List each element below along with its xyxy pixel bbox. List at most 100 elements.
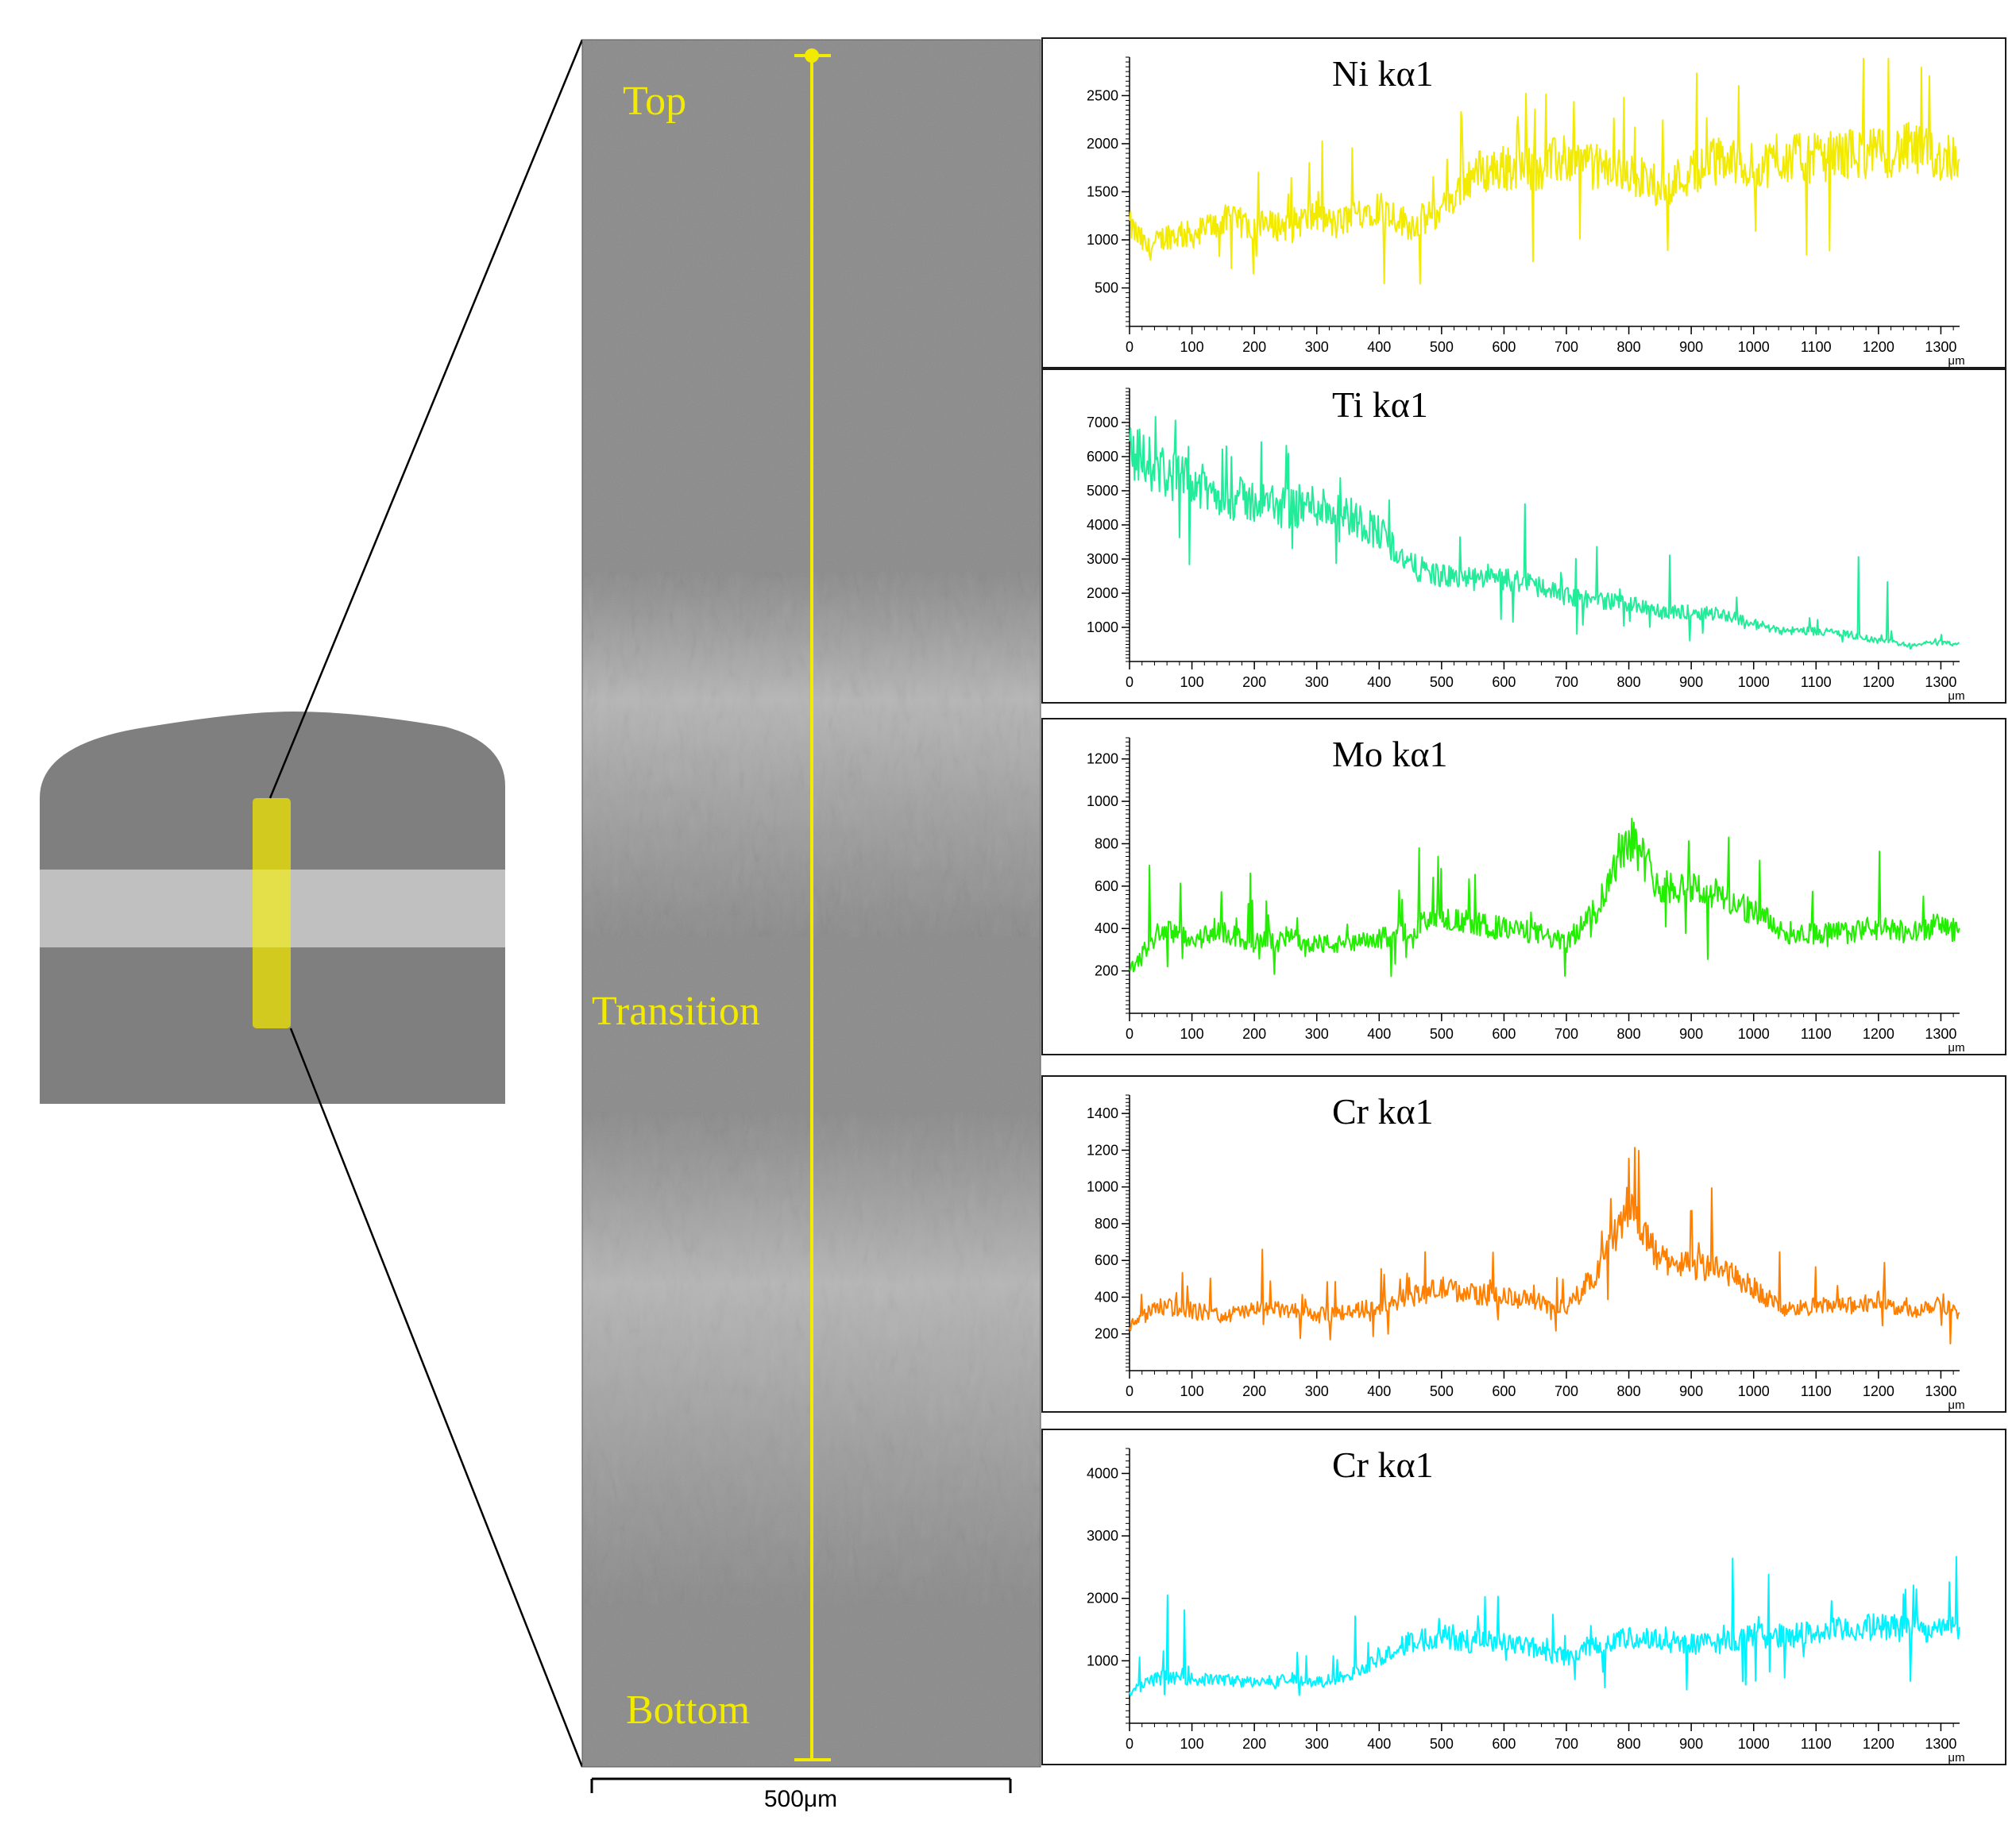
x-tick-label: 400 [1367,1026,1391,1042]
x-tick-label: 300 [1305,1026,1329,1042]
y-tick-label: 3000 [1087,1528,1118,1544]
y-tick-label: 2000 [1087,585,1118,601]
x-tick-label: 400 [1367,1383,1391,1399]
x-tick-label: 1300 [1925,674,1956,690]
x-tick-label: 1300 [1925,1026,1956,1042]
series-line [1129,817,1960,978]
series-line [1129,57,1960,285]
x-tick-label: 900 [1679,1026,1703,1042]
label-top: Top [623,79,686,124]
x-axis-unit: μm [1948,689,1964,703]
x-tick-label: 400 [1367,339,1391,355]
x-tick-label: 700 [1554,1736,1578,1752]
x-tick-label: 100 [1180,1736,1204,1752]
x-tick-label: 900 [1679,674,1703,690]
x-tick-label: 700 [1554,674,1578,690]
x-tick-label: 1200 [1863,1026,1894,1042]
chart-title: Mo kα1 [1332,734,1448,774]
x-tick-label: 1300 [1925,339,1956,355]
y-tick-label: 6000 [1087,449,1118,465]
x-tick-label: 1100 [1801,1383,1832,1399]
x-tick-label: 0 [1126,674,1134,690]
x-tick-label: 500 [1430,674,1454,690]
x-tick-label: 900 [1679,1383,1703,1399]
x-tick-label: 700 [1554,1383,1578,1399]
x-tick-label: 300 [1305,339,1329,355]
x-tick-label: 800 [1617,674,1641,690]
x-tick-label: 1100 [1801,339,1832,355]
y-tick-label: 1200 [1087,1142,1118,1158]
y-tick-label: 1200 [1087,751,1118,767]
label-transition: Transition [592,989,760,1034]
y-tick-label: 200 [1095,1326,1118,1342]
x-tick-label: 200 [1242,339,1266,355]
x-tick-label: 1200 [1863,1383,1894,1399]
y-tick-label: 2000 [1087,1591,1118,1606]
x-tick-label: 400 [1367,1736,1391,1752]
x-tick-label: 600 [1492,339,1516,355]
x-tick-label: 100 [1180,339,1204,355]
chart-title: Ni kα1 [1332,53,1434,94]
sample-region-marker-overlap [253,870,291,947]
y-tick-label: 500 [1095,280,1118,296]
chart-title: Cr kα1 [1332,1091,1434,1132]
scale-bar: 500μm [590,1777,1012,1812]
x-tick-label: 1100 [1801,1026,1832,1042]
x-tick-label: 0 [1126,1026,1134,1042]
x-tick-label: 600 [1492,1736,1516,1752]
x-tick-label: 500 [1430,1026,1454,1042]
x-tick-label: 800 [1617,1026,1641,1042]
chart-panel-3: 0 100 200 300 400 500 600 700 800 900 1000 1100 1200… [1041,718,2006,1055]
y-tick-label: 3000 [1087,551,1118,567]
y-tick-label: 800 [1095,1216,1118,1232]
y-tick-label: 800 [1095,835,1118,851]
x-axis-unit: μm [1948,1751,1964,1765]
x-tick-label: 1000 [1738,339,1770,355]
chart-panel-4: 0 100 200 300 400 500 600 700 800 900 1000 1100 1200… [1041,1075,2006,1413]
y-tick-label: 1000 [1087,793,1118,809]
x-tick-label: 200 [1242,674,1266,690]
x-tick-label: 1200 [1863,339,1894,355]
chart-panel-2: 0 100 200 300 400 500 600 700 800 900 1000 1100 1200… [1041,368,2006,704]
x-tick-label: 0 [1126,339,1134,355]
x-tick-label: 800 [1617,1383,1641,1399]
series-line [1129,1556,1960,1696]
y-tick-label: 1000 [1087,232,1118,248]
x-tick-label: 200 [1242,1383,1266,1399]
x-tick-label: 0 [1126,1383,1134,1399]
x-tick-label: 100 [1180,674,1204,690]
x-tick-label: 1100 [1801,1736,1832,1752]
x-tick-label: 500 [1430,1736,1454,1752]
x-tick-label: 1000 [1738,1736,1770,1752]
x-tick-label: 600 [1492,1383,1516,1399]
x-tick-label: 1200 [1863,1736,1894,1752]
y-tick-label: 5000 [1087,483,1118,499]
y-tick-label: 1000 [1087,1653,1118,1668]
y-tick-label: 4000 [1087,517,1118,533]
x-tick-label: 900 [1679,339,1703,355]
x-tick-label: 600 [1492,1026,1516,1042]
x-tick-label: 300 [1305,1736,1329,1752]
chart-frame [1041,1429,2006,1765]
x-tick-label: 1000 [1738,1383,1770,1399]
y-tick-label: 4000 [1087,1465,1118,1481]
chart-frame [1041,718,2006,1055]
y-tick-label: 400 [1095,1289,1118,1305]
x-axis-unit: μm [1948,1041,1964,1055]
x-tick-label: 1200 [1863,674,1894,690]
x-tick-label: 300 [1305,674,1329,690]
line-scan-path [794,48,831,1761]
x-tick-label: 500 [1430,339,1454,355]
y-tick-label: 1000 [1087,1179,1118,1195]
x-tick-label: 800 [1617,339,1641,355]
chart-frame [1041,37,2006,368]
series-line [1129,1147,1960,1344]
x-tick-label: 1100 [1801,674,1832,690]
label-bottom: Bottom [626,1688,750,1733]
x-tick-label: 1300 [1925,1383,1956,1399]
x-tick-label: 100 [1180,1026,1204,1042]
series-line [1129,415,1960,650]
y-tick-label: 1400 [1087,1105,1118,1121]
